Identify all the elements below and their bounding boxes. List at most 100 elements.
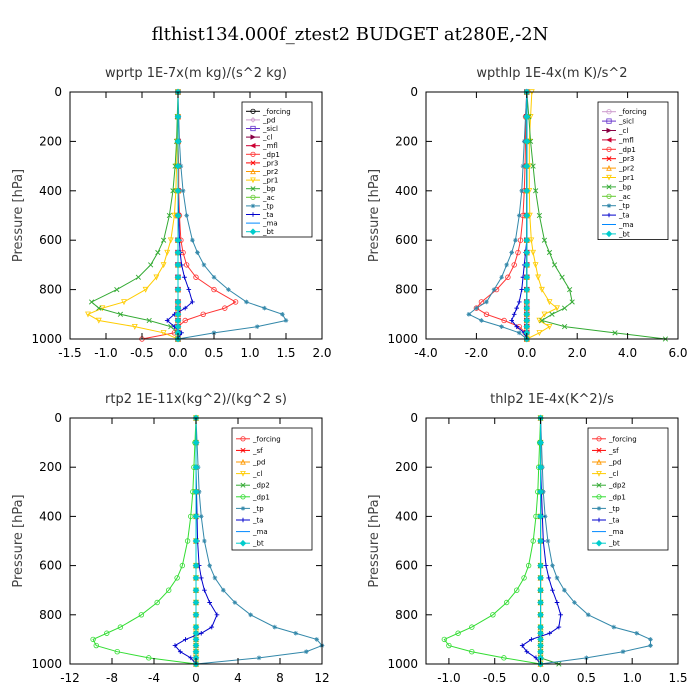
legend-entry: _ac [602, 193, 631, 201]
data-point [546, 299, 553, 306]
x-tick-label: -12 [60, 671, 80, 685]
legend-label: _pd [608, 459, 621, 467]
x-tick-label: 2.0 [568, 346, 587, 360]
data-point [182, 317, 188, 324]
legend-label: _tp [608, 505, 620, 513]
legend-entry: _sf [592, 447, 619, 455]
data-point [537, 611, 544, 619]
data-point [179, 562, 186, 569]
series-group [466, 88, 669, 343]
data-point [174, 298, 182, 306]
data-point [469, 649, 475, 655]
plot-frame [425, 417, 679, 665]
y-axis-label: Pressure [hPa] [11, 494, 26, 587]
data-point [192, 586, 200, 594]
data-point [211, 286, 217, 293]
x-tick-label: 1.5 [668, 671, 687, 685]
data-point [530, 249, 537, 256]
y-tick-label: 200 [395, 460, 418, 474]
legend-label: _mfl [618, 136, 634, 144]
x-tick-label: 1.5 [276, 346, 295, 360]
data-point [504, 262, 509, 268]
series-group [441, 414, 653, 668]
x-tick-label: 8 [276, 671, 284, 685]
series-dp1 [441, 415, 544, 667]
y-tick-label: 400 [395, 184, 418, 198]
y-axis-label: Pressure [hPa] [11, 169, 26, 262]
series-bt [537, 414, 544, 668]
panel-title: wpthlp 1E-4x(m K)/s^2 [476, 66, 627, 81]
data-point [530, 163, 536, 169]
chart-panel-3: rtp2 1E-11x(kg^2)/(kg^2 s) Pressure [hPa]… [11, 392, 330, 685]
data-point [262, 305, 267, 311]
data-point [536, 317, 543, 324]
series-bt [523, 88, 531, 343]
y-tick-label: 0 [54, 85, 62, 99]
data-point [214, 612, 220, 618]
data-point [648, 643, 653, 648]
legend-label: _pr2 [618, 165, 634, 173]
data-point [612, 330, 618, 336]
x-tick-label: -4.0 [414, 346, 437, 360]
data-point [211, 274, 217, 280]
data-point [184, 538, 191, 544]
panel-title: rtp2 1E-11x(kg^2)/(kg^2 s) [105, 392, 287, 407]
data-point [519, 643, 525, 648]
data-point [525, 562, 532, 569]
data-point [550, 587, 555, 593]
legend-label: _pd [262, 116, 275, 124]
legend-entry: _dp1 [602, 146, 636, 154]
data-point [90, 636, 96, 643]
data-point [511, 312, 517, 317]
data-point [509, 318, 514, 323]
legend-label: _forcing [252, 435, 281, 443]
legend-label: _mfl [262, 142, 278, 150]
series-line [521, 418, 562, 665]
legend: _forcing _sf _pd _cl _dp2 _dp1 _tp _ta _ma _bt [587, 427, 669, 551]
y-tick-label: 400 [39, 184, 62, 198]
data-point [207, 563, 212, 568]
legend-label: _sicl [618, 118, 634, 126]
data-point [174, 261, 182, 269]
legend-label: _dp1 [252, 493, 270, 501]
data-point [569, 299, 575, 305]
data-point [484, 299, 489, 305]
legend-label: _pr1 [618, 174, 634, 182]
data-point [532, 262, 539, 269]
data-point [521, 575, 527, 581]
x-tick-label: 2.0 [312, 346, 331, 360]
data-point [190, 237, 195, 243]
x-tick-label: 0.0 [168, 346, 187, 360]
legend-box [597, 101, 669, 241]
x-tick-label: -0.5 [130, 346, 153, 360]
legend-entry: _bp [602, 183, 632, 191]
data-point [584, 655, 589, 661]
data-point [514, 324, 520, 329]
legend: _forcing _sf _pd _cl _dp2 _dp1 _tp _ta _ma _bt [231, 427, 313, 551]
series-line [90, 91, 179, 339]
legend-label: _dp1 [608, 493, 626, 501]
data-point [303, 649, 309, 654]
legend-entry: _cl [602, 127, 628, 135]
data-point [165, 587, 172, 593]
y-tick-label: 800 [395, 608, 418, 622]
legend-label: _dp2 [608, 482, 626, 490]
x-tick-label: 0.0 [531, 671, 550, 685]
data-point [516, 213, 522, 218]
series-group [85, 88, 289, 343]
data-point [153, 274, 160, 281]
data-point [535, 274, 542, 281]
data-point [524, 649, 530, 654]
legend-entry: _pd [236, 459, 265, 467]
data-point [546, 575, 552, 581]
data-point [523, 162, 531, 170]
data-point [198, 514, 204, 519]
data-point [537, 513, 544, 520]
data-point [174, 575, 180, 581]
data-point [514, 305, 520, 311]
x-tick-label: 6.0 [668, 346, 687, 360]
data-point [527, 138, 534, 145]
x-tick-label: 0.5 [577, 671, 596, 685]
data-point [505, 274, 511, 280]
data-point [170, 188, 176, 194]
